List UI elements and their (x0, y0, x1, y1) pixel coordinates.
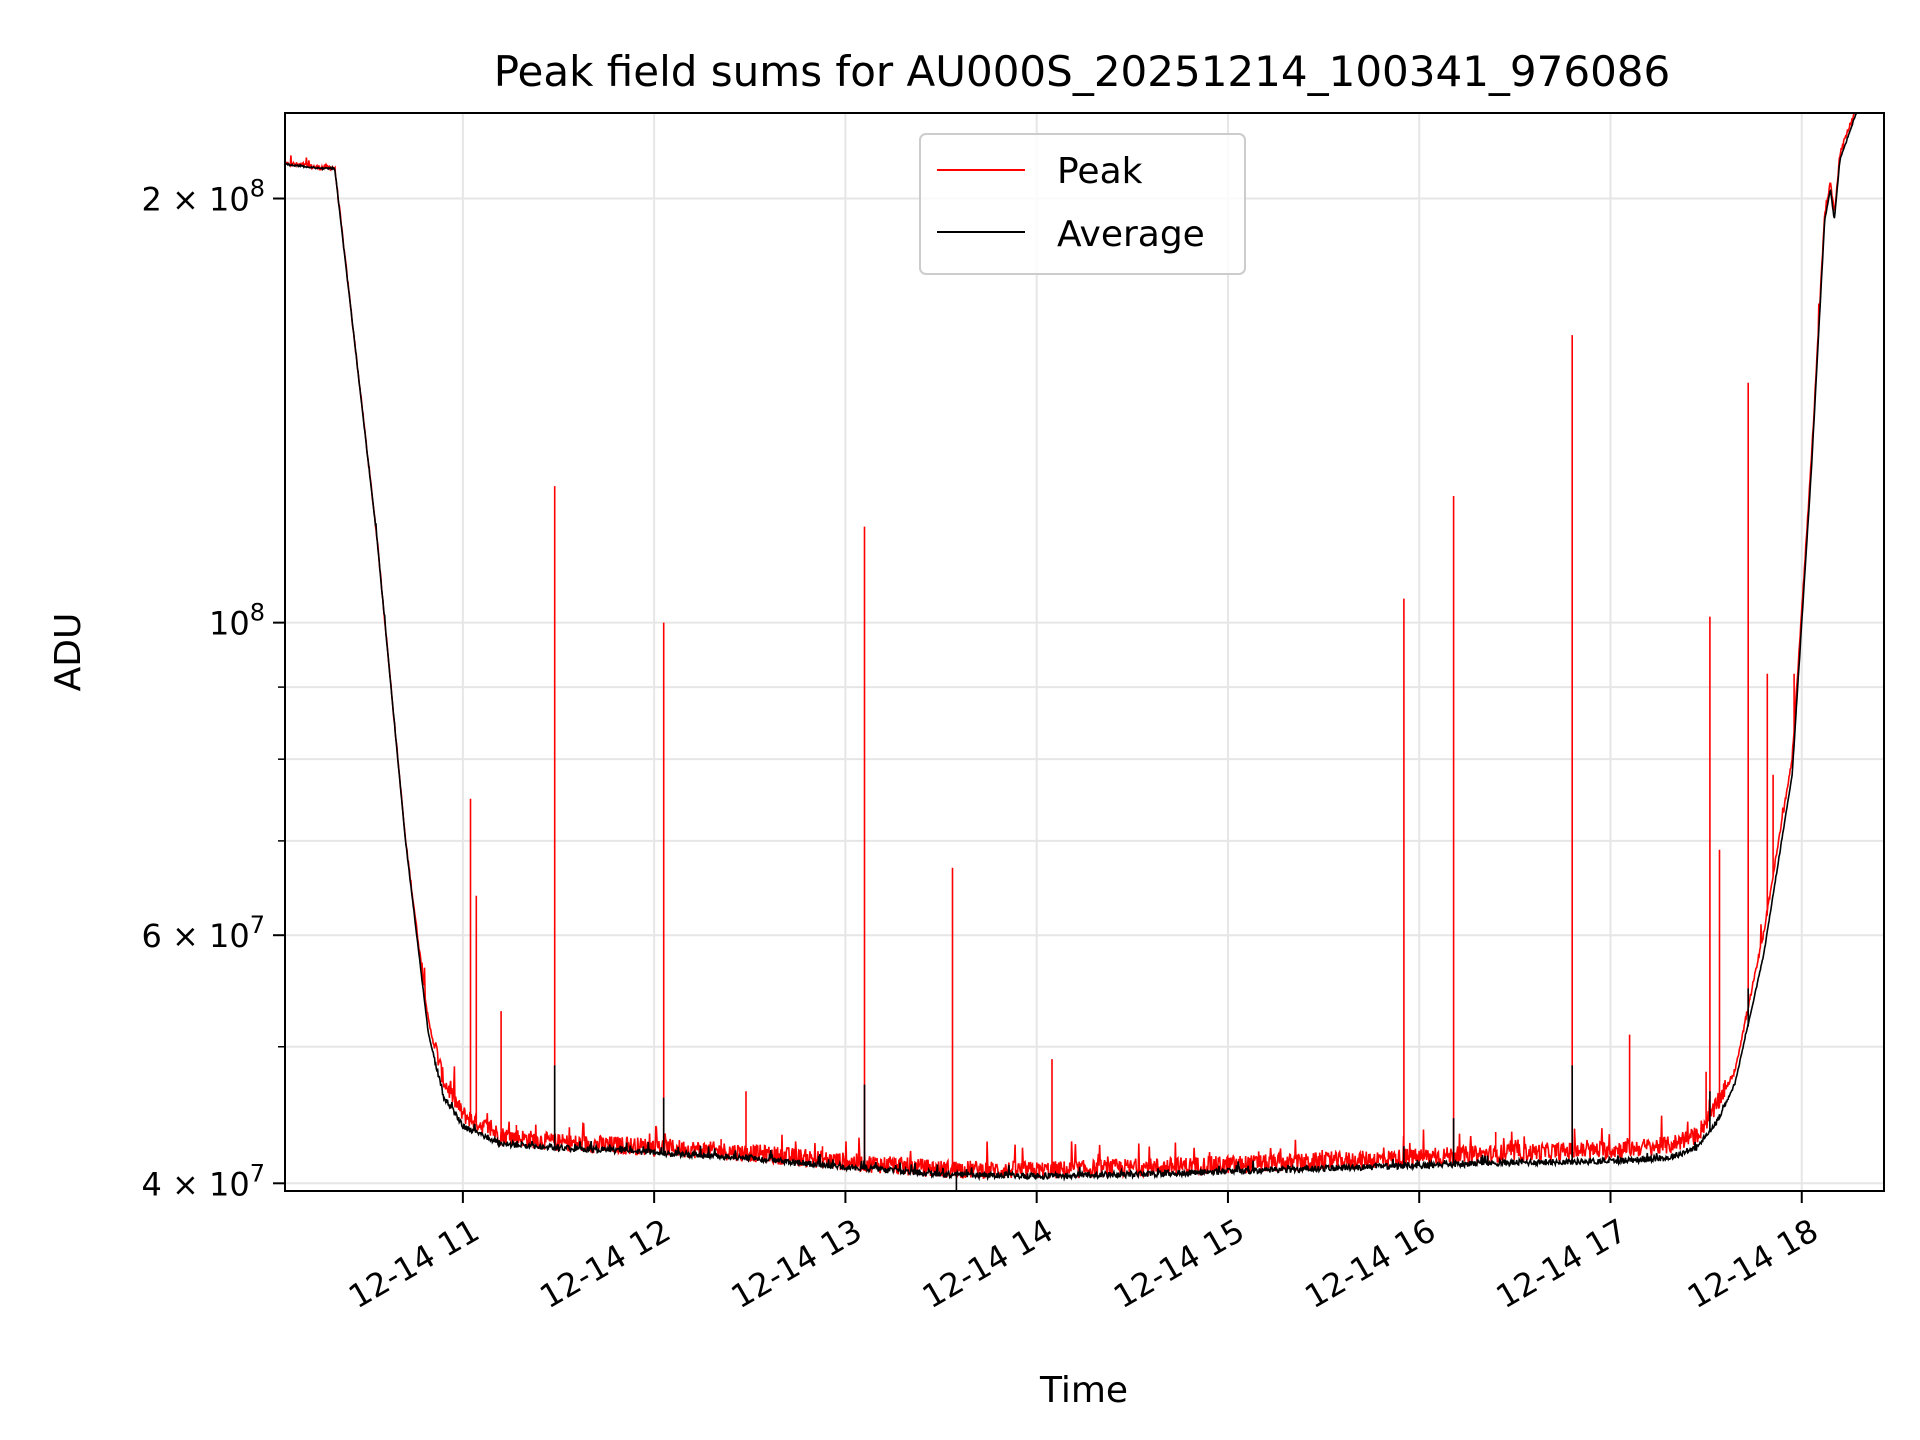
x-axis-label: Time (1039, 1370, 1128, 1411)
y-axis-label: ADU (48, 613, 89, 692)
legend-label-average: Average (1057, 214, 1205, 255)
y-tick-label: 6 × 107 (141, 911, 265, 955)
chart-title: Peak field sums for AU000S_20251214_1003… (494, 47, 1671, 96)
legend: Peak Average (919, 133, 1246, 275)
legend-label-peak: Peak (1057, 151, 1143, 192)
series-line-average (285, 113, 1858, 1191)
plot-frame (284, 112, 1885, 1192)
series-lines (285, 113, 1858, 1191)
y-tick-label: 4 × 107 (141, 1159, 265, 1203)
grid (285, 113, 1884, 1191)
y-tick-label: 2 × 108 (141, 175, 265, 219)
y-tick-label: 108 (209, 599, 265, 643)
